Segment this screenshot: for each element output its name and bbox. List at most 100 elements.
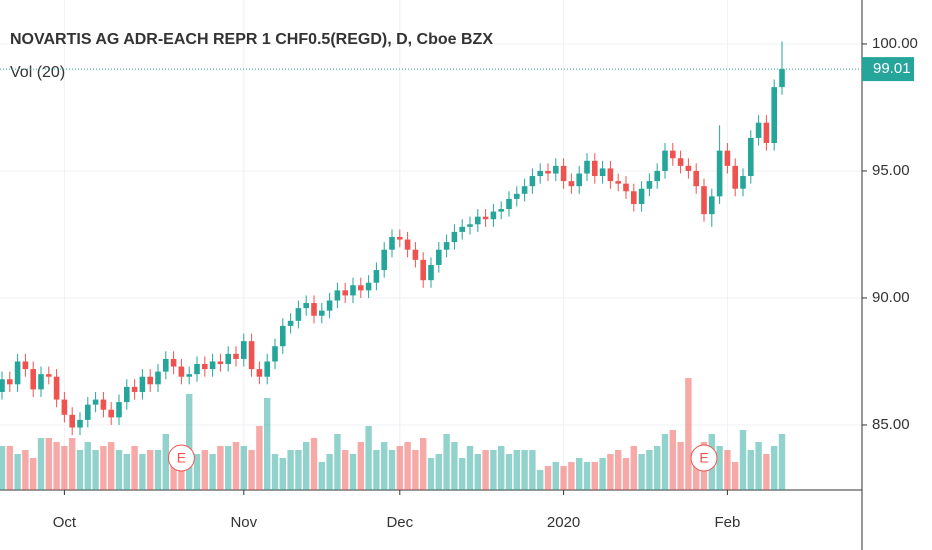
volume-bar xyxy=(37,438,45,490)
candle-body xyxy=(334,290,341,301)
candle-body xyxy=(693,170,699,187)
volume-bar xyxy=(732,462,739,490)
volume-bar xyxy=(474,454,481,490)
candle-body xyxy=(7,379,13,385)
candle-body xyxy=(0,379,5,392)
volume-bar xyxy=(76,450,84,490)
candle-body xyxy=(38,374,44,390)
candle-body xyxy=(436,249,442,265)
volume-bar xyxy=(763,454,770,490)
candle-body xyxy=(475,216,481,225)
candle-body xyxy=(412,249,419,260)
volume-bar xyxy=(14,454,21,490)
volume-bar xyxy=(638,454,645,490)
last-price-box xyxy=(862,57,914,82)
candle-body xyxy=(732,165,738,189)
candle-body xyxy=(163,358,169,372)
candle-body xyxy=(280,325,286,347)
candle-body xyxy=(607,168,614,182)
volume-bar xyxy=(318,462,325,490)
volume-bar xyxy=(193,454,201,490)
candle-body xyxy=(147,376,153,385)
volume-bar xyxy=(685,378,692,490)
volume-bar xyxy=(248,450,255,490)
candle-body xyxy=(178,366,185,377)
candle-body xyxy=(209,361,216,370)
volume-bar xyxy=(646,450,653,490)
candle-body xyxy=(365,282,372,291)
candle-body xyxy=(248,341,255,370)
candle-body xyxy=(638,188,645,204)
volume-bar xyxy=(544,466,552,490)
candle-body xyxy=(241,341,247,359)
volume-bar xyxy=(357,442,364,490)
volume-bar xyxy=(412,450,419,490)
candle-body xyxy=(553,165,559,174)
candle-body xyxy=(420,259,426,281)
volume-bar xyxy=(53,442,60,490)
candle-body xyxy=(521,186,528,194)
candle-body xyxy=(108,409,114,418)
volume-bar xyxy=(0,446,6,490)
volume-bar xyxy=(303,442,310,490)
candle-body xyxy=(256,369,263,377)
candle-body xyxy=(295,308,302,321)
candle-body xyxy=(709,196,715,215)
volume-bar xyxy=(576,458,583,490)
candle-body xyxy=(139,376,146,392)
candle-body xyxy=(467,224,473,227)
volume-bar xyxy=(162,434,169,490)
candle-body xyxy=(342,290,348,296)
candle-body xyxy=(77,419,83,428)
candle-body xyxy=(186,374,192,377)
volume-bar xyxy=(560,466,567,490)
volume-bar xyxy=(420,438,427,490)
candle-body xyxy=(14,361,21,385)
volume-bar xyxy=(747,450,754,490)
candle-body xyxy=(443,242,450,250)
y-tick-label: 85.00 xyxy=(872,416,910,433)
candle-body xyxy=(311,303,317,316)
volume-bar xyxy=(30,458,37,490)
y-tick-label: 95.00 xyxy=(872,162,910,179)
candle-body xyxy=(763,122,770,144)
volume-bar xyxy=(443,434,450,490)
candle-body xyxy=(131,386,138,392)
volume-bar xyxy=(115,450,123,490)
volume-bar xyxy=(771,446,778,490)
earnings-marker xyxy=(167,444,195,472)
volume-bar xyxy=(310,438,318,490)
volume-bar xyxy=(69,438,76,490)
volume-bar xyxy=(615,450,622,490)
volume-bar xyxy=(139,454,146,490)
candle-body xyxy=(615,181,621,184)
volume-bar xyxy=(739,430,747,490)
candle-body xyxy=(677,158,684,166)
volume-bar xyxy=(466,446,474,490)
volume-bar xyxy=(100,446,107,490)
volume-bar xyxy=(654,446,661,490)
candle-body xyxy=(568,181,575,187)
volume-bar xyxy=(201,450,208,490)
volume-bar xyxy=(349,454,357,490)
chart-title: NOVARTIS AG ADR-EACH REPR 1 CHF0.5(REGD)… xyxy=(10,31,493,48)
volume-bar xyxy=(513,450,520,490)
candle-body xyxy=(599,168,606,177)
candle-body xyxy=(584,160,590,174)
candle-body xyxy=(326,300,333,311)
x-tick-label: Feb xyxy=(714,514,740,531)
volume-bar xyxy=(342,450,349,490)
candle-body xyxy=(716,150,723,197)
candle-body xyxy=(654,170,660,182)
candle-body xyxy=(92,399,99,405)
candle-body xyxy=(506,198,512,210)
candle-body xyxy=(46,374,52,377)
volume-bar xyxy=(108,442,115,490)
volume-bar xyxy=(677,442,684,490)
candle-body xyxy=(545,170,551,174)
volume-bar xyxy=(568,462,575,490)
candle-body xyxy=(662,150,668,171)
volume-bar xyxy=(45,438,52,490)
x-tick-label: 2020 xyxy=(547,514,580,531)
